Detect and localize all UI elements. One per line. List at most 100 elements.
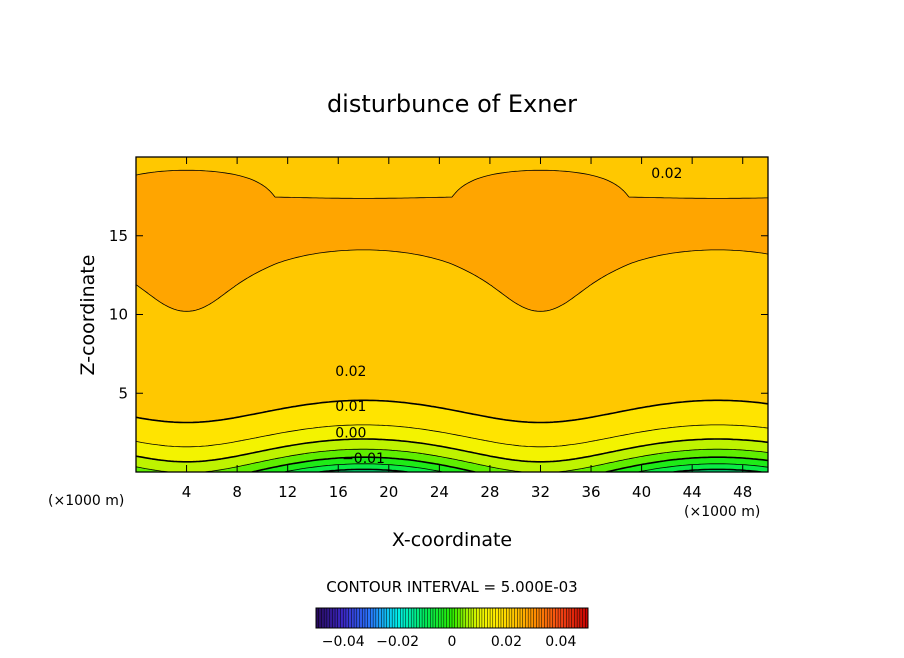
colorbar-swatch <box>585 608 589 628</box>
contour-line <box>136 438 768 463</box>
colorbar-swatch <box>484 608 488 628</box>
contour-line <box>136 169 768 312</box>
colorbar-swatch <box>566 608 570 628</box>
x-tick-label: 40 <box>632 483 651 501</box>
colorbar-swatch <box>430 608 434 628</box>
filled-contour-field <box>136 157 768 472</box>
colorbar-swatch <box>419 608 423 628</box>
contour-line <box>136 424 768 448</box>
x-tick-label: 44 <box>683 483 702 501</box>
colorbar-swatch <box>541 608 545 628</box>
y-tick-label: 10 <box>109 306 128 324</box>
colorbar-swatch <box>343 608 347 628</box>
colorbar-swatch <box>441 608 445 628</box>
colorbar-swatch <box>370 608 374 628</box>
colorbar-swatch <box>351 608 355 628</box>
colorbar-swatch <box>549 608 553 628</box>
colorbar-swatch <box>354 608 358 628</box>
colorbar-swatch <box>582 608 586 628</box>
colorbar-swatch <box>555 608 559 628</box>
colorbar-swatch <box>476 608 480 628</box>
colorbar-swatch <box>530 608 534 628</box>
colorbar-swatch <box>571 608 575 628</box>
colorbar-swatch <box>324 608 328 628</box>
colorbar-swatch <box>457 608 461 628</box>
colorbar-swatch <box>563 608 567 628</box>
colorbar: −0.04 −0.02 0 0.02 0.04 <box>315 607 589 650</box>
colorbar-swatch <box>481 608 485 628</box>
colorbar-tick-label: 0.02 <box>491 634 522 650</box>
colorbar-swatch <box>411 608 415 628</box>
colorbar-swatch <box>386 608 390 628</box>
colorbar-swatch <box>413 608 417 628</box>
contour-line <box>136 399 768 424</box>
y-axis: 5 10 15 <box>109 227 768 402</box>
x-tick-label: 8 <box>232 483 242 501</box>
colorbar-swatch <box>400 608 404 628</box>
colorbar-frame <box>315 607 589 629</box>
colorbar-swatch <box>465 608 469 628</box>
colorbar-swatch <box>533 608 537 628</box>
x-tick-label: 32 <box>531 483 550 501</box>
contour-label: −0.01 <box>342 451 385 467</box>
colorbar-swatch <box>552 608 556 628</box>
colorbar-swatch <box>536 608 540 628</box>
contour-label: 0.01 <box>335 399 366 415</box>
colorbar-swatch <box>392 608 396 628</box>
colorbar-swatch <box>511 608 515 628</box>
colorbar-swatch <box>375 608 379 628</box>
colorbar-swatch <box>316 608 320 628</box>
colorbar-swatch <box>416 608 420 628</box>
colorbar-swatch <box>438 608 442 628</box>
colorbar-swatch <box>498 608 502 628</box>
colorbar-swatch <box>525 608 529 628</box>
colorbar-swatch <box>329 608 333 628</box>
colorbar-swatch <box>517 608 521 628</box>
contour-label: 0.00 <box>335 426 366 442</box>
colorbar-swatch <box>432 608 436 628</box>
x-tick-label: 20 <box>379 483 398 501</box>
colorbar-swatch <box>405 608 409 628</box>
colorbar-swatch <box>335 608 339 628</box>
colorbar-tick-label: 0.04 <box>545 634 576 650</box>
colorbar-swatch <box>468 608 472 628</box>
x-axis: 4 8 12 16 20 24 28 32 36 40 44 48 <box>182 157 752 501</box>
x-tick-label: 12 <box>278 483 297 501</box>
colorbar-swatch <box>340 608 344 628</box>
colorbar-swatch <box>359 608 363 628</box>
colorbar-swatch <box>364 608 368 628</box>
contour-interval-label: CONTOUR INTERVAL = 5.000E-03 <box>326 578 577 596</box>
colorbar-tick-label: 0 <box>448 634 457 650</box>
colorbar-swatch <box>522 608 526 628</box>
colorbar-swatch <box>435 608 439 628</box>
colorbar-swatch <box>443 608 447 628</box>
colorbar-swatch <box>318 608 322 628</box>
colorbar-swatch <box>473 608 477 628</box>
colorbar-swatch <box>528 608 532 628</box>
x-unit-left: (×1000 m) <box>48 493 124 509</box>
colorbar-tick-label: −0.02 <box>376 634 419 650</box>
colorbar-swatch <box>397 608 401 628</box>
colorbar-swatch <box>487 608 491 628</box>
colorbar-swatch <box>479 608 483 628</box>
contour-labels: 0.02 0.02 0.01 0.00 −0.01 <box>335 166 682 467</box>
colorbar-swatch <box>384 608 388 628</box>
colorbar-swatch <box>454 608 458 628</box>
x-tick-label: 28 <box>480 483 499 501</box>
colorbar-swatch <box>514 608 518 628</box>
contour-label: 0.02 <box>651 166 682 182</box>
colorbar-swatch <box>495 608 499 628</box>
x-tick-label: 48 <box>733 483 752 501</box>
colorbar-swatch <box>348 608 352 628</box>
colorbar-swatch <box>345 608 349 628</box>
colorbar-swatch <box>560 608 564 628</box>
colorbar-swatch <box>577 608 581 628</box>
colorbar-swatch <box>389 608 393 628</box>
colorbar-swatch <box>446 608 450 628</box>
y-axis-label: Z-coordinate <box>77 255 99 376</box>
chart-title: disturbunce of Exner <box>327 90 577 118</box>
colorbar-swatch <box>452 608 456 628</box>
colorbar-swatch <box>422 608 426 628</box>
colorbar-swatch <box>367 608 371 628</box>
